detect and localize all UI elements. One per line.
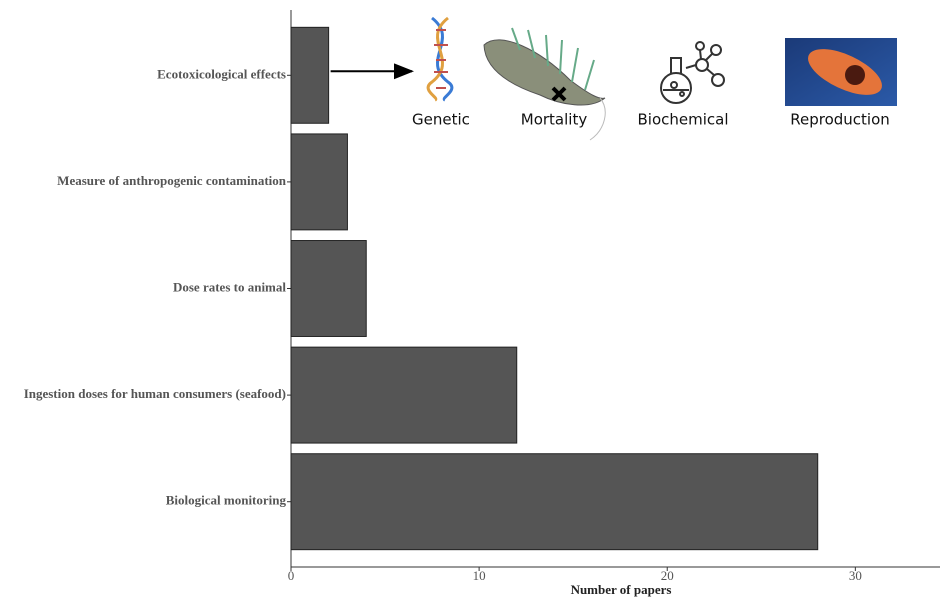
y-tick-label: Ingestion doses for human consumers (sea… bbox=[24, 386, 286, 401]
y-tick-label: Biological monitoring bbox=[166, 493, 287, 508]
bar bbox=[291, 347, 517, 443]
x-tick-label: 20 bbox=[661, 568, 674, 583]
bar bbox=[291, 454, 818, 550]
bar bbox=[291, 241, 366, 337]
bar bbox=[291, 27, 329, 123]
x-tick-label: 10 bbox=[473, 568, 486, 583]
y-tick-label: Measure of anthropogenic contamination bbox=[57, 173, 287, 188]
x-tick-label: 30 bbox=[849, 568, 862, 583]
chart: Number of papers 0 10 20 30 Ecotoxicological… bbox=[0, 0, 941, 598]
annotation: Biochemical bbox=[637, 111, 728, 129]
y-tick-label: Dose rates to animal bbox=[173, 279, 286, 294]
annotation: Reproduction bbox=[790, 111, 890, 129]
y-tick-label: Ecotoxicological effects bbox=[157, 66, 286, 81]
x-tick-label: 0 bbox=[288, 568, 295, 583]
x-axis-label: Number of papers bbox=[571, 582, 672, 597]
reproduction-icon bbox=[785, 38, 897, 106]
annotation: Mortality bbox=[521, 111, 588, 129]
dna-icon bbox=[428, 18, 452, 100]
annotation: Genetic bbox=[412, 111, 470, 129]
flask-icon bbox=[661, 42, 724, 103]
bar bbox=[291, 134, 347, 230]
